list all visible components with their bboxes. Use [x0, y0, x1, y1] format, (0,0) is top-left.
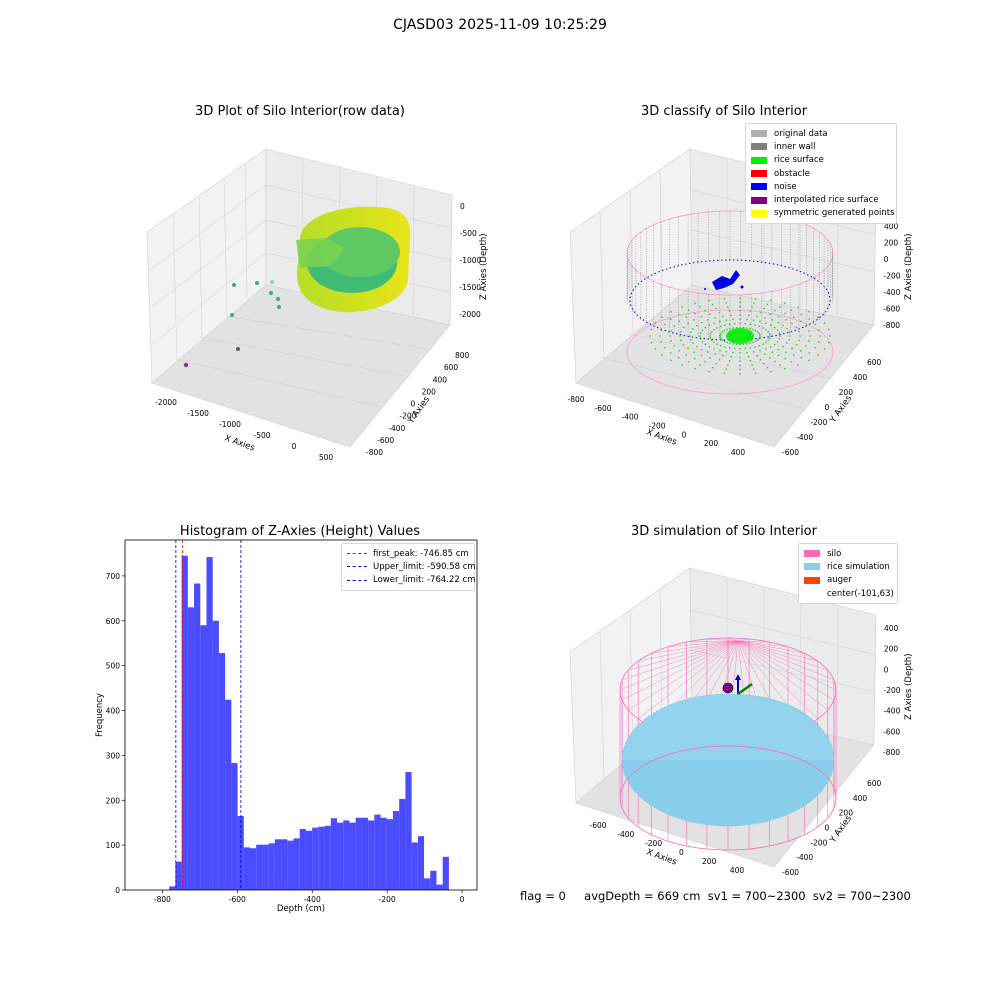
- classify-legend-swatch: [751, 183, 767, 191]
- raw-plot-title: 3D Plot of Silo Interior(row data): [195, 104, 405, 119]
- simulation-plot-title: 3D simulation of Silo Interior: [631, 524, 817, 539]
- classify-legend-label: obstacle: [774, 168, 810, 179]
- raw-z-tick: -500: [460, 229, 477, 238]
- classify-legend-item: symmetric generated points: [751, 207, 895, 220]
- simulation-legend-item: silo: [804, 547, 892, 560]
- histogram-legend-line: [347, 579, 367, 581]
- simulation-legend: silo rice simulation auger center(-101,63): [798, 543, 898, 605]
- raw-z-label: Z Axies (Depth): [479, 233, 489, 300]
- histogram-legend-item: Upper_limit: -590.58 cm: [347, 560, 476, 573]
- histogram-legend-label: first_peak: -746.85 cm: [373, 548, 469, 559]
- raw-z-tick: -1500: [459, 283, 481, 292]
- raw-z-tick: -1000: [460, 256, 482, 265]
- classify-legend-item: original data: [751, 127, 891, 140]
- raw-x-tick: -1000: [219, 420, 241, 429]
- raw-z-tick: -2000: [459, 310, 481, 319]
- classify-legend: original data inner wall rice surface obsta…: [745, 123, 897, 225]
- simulation-legend-swatch: [804, 563, 820, 571]
- raw-y-tick: 600: [444, 363, 459, 372]
- raw-x-tick: -500: [253, 431, 270, 440]
- classify-legend-swatch: [751, 196, 767, 204]
- raw-x-label: X Axies: [223, 433, 256, 453]
- footer-stats: flag = 0 avgDepth = 669 cm sv1 = 700~230…: [520, 889, 911, 903]
- classify-legend-swatch: [751, 209, 767, 217]
- raw-x-tick: 500: [319, 453, 334, 462]
- histogram-legend-item: Lower_limit: -764.22 cm: [347, 574, 475, 587]
- classify-legend-label: symmetric generated points: [774, 208, 895, 219]
- histogram-legend-item: first_peak: -746.85 cm: [347, 547, 469, 560]
- raw-y-tick: 200: [422, 387, 437, 396]
- classify-legend-item: noise: [751, 180, 891, 193]
- figure-title: CJASD03 2025-11-09 10:25:29: [393, 17, 607, 33]
- raw-point-cloud: [183, 206, 411, 368]
- classify-legend-label: original data: [774, 128, 828, 139]
- histogram-legend-line: [347, 553, 367, 555]
- raw-y-tick: -800: [366, 448, 383, 457]
- classify-legend-swatch: [751, 130, 767, 138]
- raw-z-tick: 0: [460, 202, 465, 211]
- simulation-legend-swatch: [804, 590, 820, 597]
- classify-legend-label: inner wall: [774, 141, 816, 152]
- raw-y-tick: -200: [399, 412, 416, 421]
- classify-legend-swatch: [751, 156, 767, 164]
- histogram-legend-label: Lower_limit: -764.22 cm: [373, 575, 476, 586]
- raw-y-tick: 0: [411, 400, 416, 409]
- classify-legend-item: obstacle: [751, 167, 891, 180]
- simulation-legend-label: silo: [827, 548, 842, 559]
- avg-depth-text: avgDepth = 669 cm sv1 = 700~2300 sv2 = 7…: [584, 889, 911, 903]
- raw-y-tick: 800: [455, 351, 470, 360]
- classify-legend-item: rice surface: [751, 154, 891, 167]
- classify-legend-item: interpolated rice surface: [751, 193, 891, 206]
- classify-legend-label: noise: [774, 181, 797, 192]
- histogram-legend-label: Upper_limit: -590.58 cm: [373, 561, 476, 572]
- raw-x-tick: 0: [292, 442, 297, 451]
- classify-legend-label: interpolated rice surface: [774, 195, 879, 206]
- histogram-legend-line: [347, 566, 367, 568]
- simulation-legend-item: rice simulation: [804, 560, 892, 573]
- simulation-legend-label: center(-101,63): [827, 588, 894, 599]
- raw-x-tick: -1500: [187, 409, 209, 418]
- classify-plot-title: 3D classify of Silo Interior: [640, 104, 808, 119]
- raw-y-tick: -400: [388, 424, 405, 433]
- simulation-legend-item: auger: [804, 574, 892, 587]
- simulation-legend-label: rice simulation: [827, 561, 890, 572]
- simulation-legend-swatch: [804, 550, 820, 558]
- simulation-legend-label: auger: [827, 575, 852, 586]
- histogram-title: Histogram of Z-Axies (Height) Values: [179, 524, 421, 539]
- classify-legend-label: rice surface: [774, 155, 824, 166]
- simulation-legend-swatch: [804, 576, 820, 584]
- flag-text: flag = 0: [520, 889, 566, 903]
- classify-legend-swatch: [751, 170, 767, 178]
- simulation-legend-item: center(-101,63): [804, 587, 894, 600]
- raw-x-tick: -2000: [155, 398, 177, 407]
- histogram-legend: first_peak: -746.85 cm Upper_limit: -590.…: [341, 543, 476, 591]
- raw-y-tick: 400: [433, 375, 448, 384]
- raw-y-tick: -600: [377, 436, 394, 445]
- classify-legend-item: inner wall: [751, 140, 891, 153]
- classify-legend-swatch: [751, 143, 767, 151]
